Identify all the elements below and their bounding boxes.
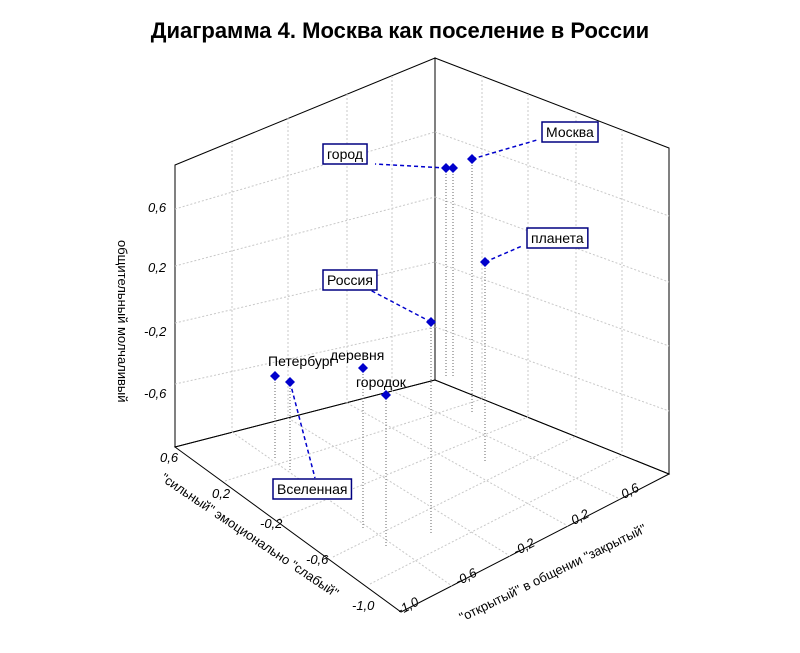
point-marker xyxy=(426,317,436,327)
y-tick: -0,2 xyxy=(260,516,283,531)
z-tick: 0,6 xyxy=(148,200,167,215)
plot-box xyxy=(173,57,671,613)
point-label: город xyxy=(327,146,363,162)
point-label: Россия xyxy=(327,272,373,288)
point-label: деревня xyxy=(330,347,384,363)
point-label: Вселенная xyxy=(277,481,347,497)
point-label: планета xyxy=(531,230,584,246)
y-tick: 0,6 xyxy=(160,450,179,465)
x-tick: -1,0 xyxy=(394,594,422,618)
label-box xyxy=(322,143,368,165)
z-axis-label: общительный молчаливый xyxy=(115,240,130,403)
label-leader xyxy=(369,289,432,323)
label-leader xyxy=(374,163,447,169)
z-tick: -0,2 xyxy=(144,324,167,339)
points-layer: Москва город планета Россия деревняПетербург… xyxy=(268,121,599,548)
x-tick: -0,2 xyxy=(510,535,538,559)
point-marker xyxy=(467,154,477,164)
point-label: Петербург xyxy=(268,353,335,369)
label-box xyxy=(541,121,599,143)
y-tick: -1,0 xyxy=(352,598,375,613)
data-point: городок xyxy=(356,374,407,548)
x-axis: -1,0 -0,6 -0,2 0,2 0,6 "открытый" в обще… xyxy=(394,480,649,625)
data-point: Петербург xyxy=(268,353,335,460)
point-marker xyxy=(358,363,368,373)
data-point: город xyxy=(322,143,458,378)
z-tick: -0,6 xyxy=(144,386,167,401)
label-box xyxy=(526,227,589,249)
y-tick: -0,6 xyxy=(306,552,329,567)
label-box xyxy=(272,478,353,500)
data-point: Россия xyxy=(322,269,436,535)
z-axis: 0,6 0,2 -0,2 -0,6 общительный молчаливый xyxy=(115,200,167,403)
y-axis: 0,6 0,2 -0,2 -0,6 -1,0 "сильный" эмоцион… xyxy=(158,450,375,613)
z-tick: 0,2 xyxy=(148,260,167,275)
point-marker xyxy=(270,371,280,381)
y-tick: 0,2 xyxy=(212,486,231,501)
data-point: Москва xyxy=(467,121,599,412)
label-leader xyxy=(471,139,538,160)
point-marker xyxy=(381,390,391,400)
data-point: деревня xyxy=(330,347,384,530)
x-tick: -0,6 xyxy=(452,565,480,589)
label-leader xyxy=(289,381,316,479)
point-label: городок xyxy=(356,374,407,390)
point-marker xyxy=(480,257,490,267)
label-box xyxy=(322,269,378,291)
x-axis-label: "открытый" в общении "закрытый" xyxy=(457,521,649,625)
data-point: Вселенная xyxy=(272,377,353,500)
point-marker xyxy=(285,377,295,387)
point-marker xyxy=(448,163,458,173)
point-marker xyxy=(441,163,451,173)
label-leader xyxy=(484,245,523,263)
data-point: планета xyxy=(480,227,589,462)
chart-title: Диаграмма 4. Москва как поселение в Росс… xyxy=(151,18,649,43)
point-label: Москва xyxy=(546,124,594,140)
